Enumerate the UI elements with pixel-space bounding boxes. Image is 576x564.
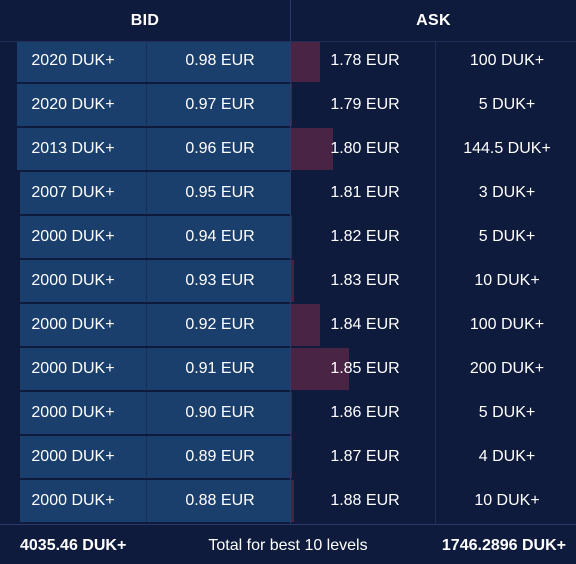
bid-quantity: 2007 DUK+ bbox=[31, 184, 115, 201]
bid-depth-bar bbox=[17, 84, 290, 126]
bid-quantity: 2000 DUK+ bbox=[31, 228, 115, 245]
ask-depth-bar bbox=[291, 128, 333, 170]
bid-total: 4035.46 DUK+ bbox=[20, 537, 127, 554]
bid-cell-divider bbox=[146, 436, 147, 478]
ask-quantity: 4 DUK+ bbox=[478, 448, 536, 465]
bid-cell-divider bbox=[146, 84, 147, 126]
ask-price: 1.78 EUR bbox=[330, 52, 400, 69]
bid-depth-bar bbox=[20, 304, 290, 346]
order-book-header: BID ASK bbox=[0, 0, 576, 42]
bid-depth-bar bbox=[20, 480, 290, 522]
bid-price: 0.96 EUR bbox=[185, 140, 255, 157]
bid-price: 0.88 EUR bbox=[185, 492, 255, 509]
bid-cell-divider bbox=[146, 348, 147, 390]
ask-quantity: 5 DUK+ bbox=[478, 228, 536, 245]
bid-depth-bar bbox=[20, 172, 290, 214]
bid-depth-bar bbox=[17, 128, 290, 170]
bid-column-header: BID bbox=[130, 11, 160, 29]
ask-depth-bar bbox=[291, 260, 294, 302]
order-book-row[interactable]: 2020 DUK+ 0.98 EUR 1.78 EUR 100 DUK+ bbox=[0, 40, 576, 84]
ask-quantity: 10 DUK+ bbox=[474, 272, 540, 289]
bid-depth-bar bbox=[17, 40, 290, 82]
ask-depth-bar bbox=[291, 216, 292, 258]
order-book-row[interactable]: 2000 DUK+ 0.92 EUR 1.84 EUR 100 DUK+ bbox=[0, 304, 576, 348]
bid-depth-bar bbox=[20, 436, 290, 478]
ask-price: 1.86 EUR bbox=[330, 404, 400, 421]
bid-price: 0.93 EUR bbox=[185, 272, 255, 289]
order-book-footer: Total for best 10 levels 4035.46 DUK+ 17… bbox=[0, 524, 576, 564]
ask-price: 1.80 EUR bbox=[330, 140, 400, 157]
ask-depth-bar bbox=[291, 84, 292, 126]
ask-total: 1746.2896 DUK+ bbox=[441, 537, 566, 554]
ask-quantity: 5 DUK+ bbox=[478, 96, 536, 113]
ask-depth-bar bbox=[291, 40, 320, 82]
order-book-row[interactable]: 2000 DUK+ 0.94 EUR 1.82 EUR 5 DUK+ bbox=[0, 216, 576, 260]
order-book-row[interactable]: 2000 DUK+ 0.90 EUR 1.86 EUR 5 DUK+ bbox=[0, 392, 576, 436]
bid-price: 0.95 EUR bbox=[185, 184, 255, 201]
ask-price: 1.81 EUR bbox=[330, 184, 400, 201]
bid-quantity: 2020 DUK+ bbox=[31, 52, 115, 69]
bid-quantity: 2020 DUK+ bbox=[31, 96, 115, 113]
bid-cell-divider bbox=[146, 40, 147, 82]
bid-price: 0.91 EUR bbox=[185, 360, 255, 377]
bid-depth-bar bbox=[20, 260, 290, 302]
order-book-row[interactable]: 2000 DUK+ 0.88 EUR 1.88 EUR 10 DUK+ bbox=[0, 480, 576, 524]
bid-depth-bar bbox=[20, 216, 290, 258]
bid-quantity: 2000 DUK+ bbox=[31, 272, 115, 289]
bid-depth-bar bbox=[20, 348, 290, 390]
bid-price: 0.90 EUR bbox=[185, 404, 255, 421]
bid-cell-divider bbox=[146, 260, 147, 302]
bid-quantity: 2000 DUK+ bbox=[31, 360, 115, 377]
bid-price: 0.89 EUR bbox=[185, 448, 255, 465]
ask-quantity: 200 DUK+ bbox=[469, 360, 545, 377]
bid-quantity: 2000 DUK+ bbox=[31, 448, 115, 465]
ask-quantity: 5 DUK+ bbox=[478, 404, 536, 421]
bid-quantity: 2000 DUK+ bbox=[31, 316, 115, 333]
total-label: Total for best 10 levels bbox=[208, 537, 368, 554]
ask-price: 1.83 EUR bbox=[330, 272, 400, 289]
order-book-row[interactable]: 2020 DUK+ 0.97 EUR 1.79 EUR 5 DUK+ bbox=[0, 84, 576, 128]
bid-quantity: 2000 DUK+ bbox=[31, 404, 115, 421]
ask-depth-bar bbox=[291, 304, 320, 346]
ask-depth-bar bbox=[291, 436, 292, 478]
ask-price: 1.84 EUR bbox=[330, 316, 400, 333]
ask-quantity: 10 DUK+ bbox=[474, 492, 540, 509]
bid-price: 0.98 EUR bbox=[185, 52, 255, 69]
order-book-row[interactable]: 2007 DUK+ 0.95 EUR 1.81 EUR 3 DUK+ bbox=[0, 172, 576, 216]
order-book-row[interactable]: 2000 DUK+ 0.91 EUR 1.85 EUR 200 DUK+ bbox=[0, 348, 576, 392]
bid-price: 0.97 EUR bbox=[185, 96, 255, 113]
ask-price: 1.85 EUR bbox=[330, 360, 400, 377]
ask-price: 1.87 EUR bbox=[330, 448, 400, 465]
ask-column-header: ASK bbox=[290, 0, 576, 41]
ask-price: 1.82 EUR bbox=[330, 228, 400, 245]
ask-quantity: 3 DUK+ bbox=[478, 184, 536, 201]
order-book-row[interactable]: 2000 DUK+ 0.93 EUR 1.83 EUR 10 DUK+ bbox=[0, 260, 576, 304]
bid-cell-divider bbox=[146, 216, 147, 258]
bid-cell-divider bbox=[146, 128, 147, 170]
bid-cell-divider bbox=[146, 304, 147, 346]
bid-price: 0.92 EUR bbox=[185, 316, 255, 333]
ask-depth-bar bbox=[291, 480, 294, 522]
ask-column-divider bbox=[435, 41, 436, 524]
bid-cell-divider bbox=[146, 480, 147, 522]
ask-depth-bar bbox=[291, 392, 292, 434]
bid-depth-bar bbox=[20, 392, 290, 434]
ask-depth-bar bbox=[291, 348, 349, 390]
ask-quantity: 100 DUK+ bbox=[469, 316, 545, 333]
bid-quantity: 2013 DUK+ bbox=[31, 140, 115, 157]
bid-quantity: 2000 DUK+ bbox=[31, 492, 115, 509]
ask-price: 1.88 EUR bbox=[330, 492, 400, 509]
bid-ask-divider bbox=[290, 41, 291, 524]
order-book-row[interactable]: 2000 DUK+ 0.89 EUR 1.87 EUR 4 DUK+ bbox=[0, 436, 576, 480]
ask-price: 1.79 EUR bbox=[330, 96, 400, 113]
ask-quantity: 144.5 DUK+ bbox=[463, 140, 551, 157]
ask-quantity: 100 DUK+ bbox=[469, 52, 545, 69]
bid-cell-divider bbox=[146, 172, 147, 214]
order-book-row[interactable]: 2013 DUK+ 0.96 EUR 1.80 EUR 144.5 DUK+ bbox=[0, 128, 576, 172]
bid-price: 0.94 EUR bbox=[185, 228, 255, 245]
bid-cell-divider bbox=[146, 392, 147, 434]
